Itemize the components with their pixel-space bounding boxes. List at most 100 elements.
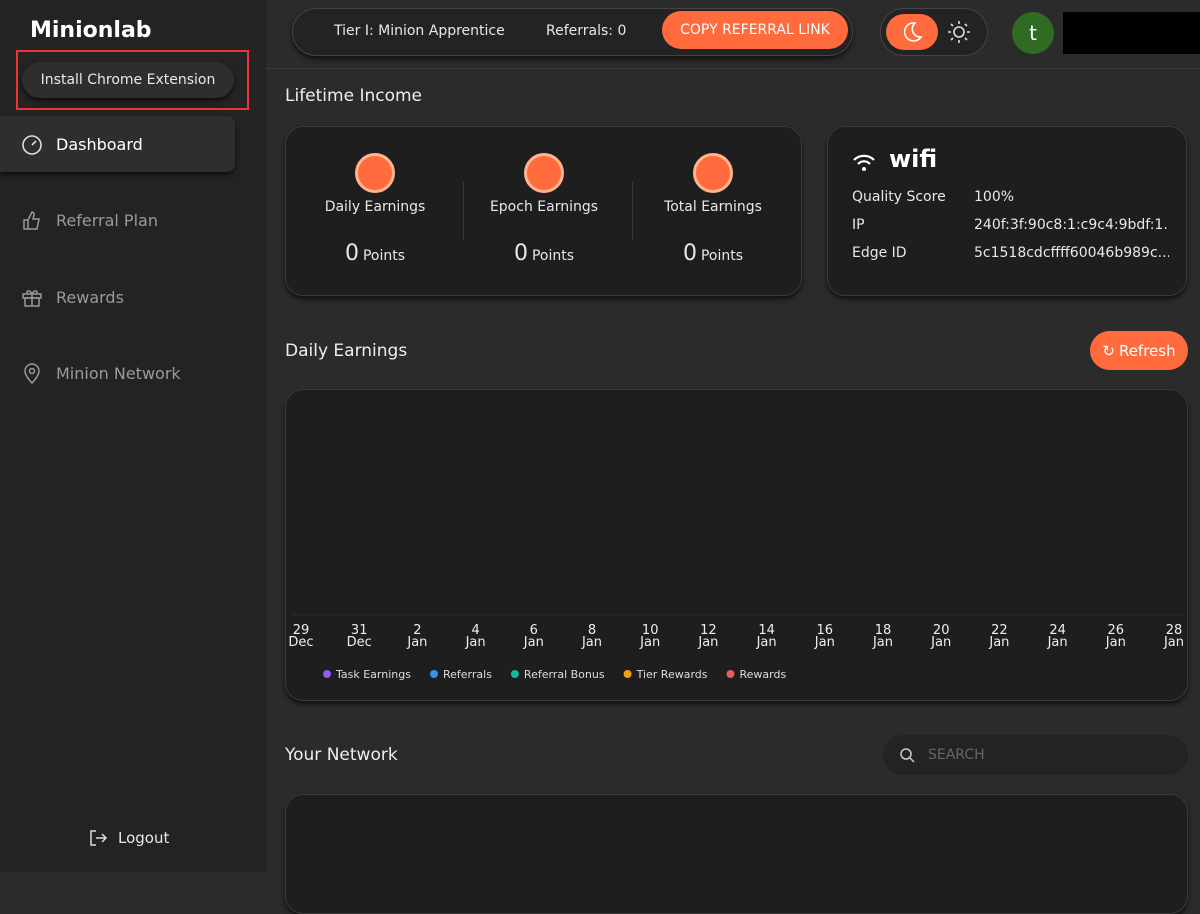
legend-label: Referral Bonus: [524, 668, 605, 681]
device-key: Edge ID: [852, 245, 907, 261]
nav-icon: [22, 135, 42, 155]
stat-icon: [355, 153, 395, 193]
x-tick-day: 16: [817, 623, 834, 638]
logout[interactable]: Logout: [88, 828, 169, 848]
stat-value-row: 0 Points: [290, 241, 460, 266]
x-tick-day: 4: [471, 623, 479, 638]
stat-value: 0: [344, 241, 359, 266]
stat: Total Earnings 0 Points: [628, 153, 798, 266]
x-tick-day: 29: [293, 623, 310, 638]
theme-toggle[interactable]: [880, 8, 988, 56]
referrals: Referrals: 0: [546, 23, 627, 39]
section-title: Daily Earnings: [285, 341, 408, 361]
nav-label: Rewards: [56, 287, 124, 307]
x-tick-month: Jan: [697, 635, 718, 650]
legend-dot: [323, 670, 331, 678]
avatar[interactable]: t: [1012, 12, 1054, 54]
x-tick-day: 26: [1108, 623, 1125, 638]
x-tick-day: 14: [758, 623, 775, 638]
x-tick-month: Jan: [756, 635, 777, 650]
nav-label: Dashboard: [56, 134, 143, 154]
x-tick-month: Jan: [988, 635, 1009, 650]
device-name: wifi: [889, 145, 938, 173]
x-tick-day: 6: [530, 623, 538, 638]
refresh-button[interactable]: ↻ Refresh: [1090, 331, 1188, 370]
stat-value: 0: [513, 241, 528, 266]
stat-label: Daily Earnings: [324, 199, 426, 215]
chart-card: 29 Dec 31 Dec 2 Jan 4 Jan 6 Jan 8 Jan 10 Jan 12 Jan 14 Ja…: [285, 389, 1188, 701]
nav-item[interactable]: Dashboard: [0, 116, 235, 172]
x-tick-day: 20: [933, 623, 950, 638]
theme-icons: [886, 14, 970, 50]
x-tick-month: Dec: [288, 635, 313, 650]
device-card: wifi Quality Score 100% IP 240f:3f:90c8:1:c…: [827, 126, 1187, 296]
stat-icon: [693, 153, 733, 193]
x-tick-month: Jan: [465, 635, 486, 650]
stat-value-row: 0 Points: [459, 241, 629, 266]
legend-dot: [510, 670, 519, 678]
x-tick-month: Jan: [872, 635, 893, 650]
nav-icon: [22, 290, 42, 307]
chart: 29Dec31Dec2Jan4Jan6Jan8Jan10Jan12Jan14Ja…: [288, 614, 1184, 681]
x-tick-day: 12: [700, 623, 717, 638]
stat: Epoch Earnings 0 Points: [459, 153, 629, 266]
search-icon: [900, 748, 915, 763]
stat-unit: Points: [531, 248, 575, 264]
nav-item[interactable]: Minion Network: [0, 346, 235, 402]
tier: Tier I: Minion Apprentice: [334, 23, 505, 39]
legend-dot: [429, 670, 438, 678]
nav-label: Referral Plan: [56, 211, 158, 230]
x-tick-month: Jan: [1105, 635, 1126, 650]
logo: Minionlab: [30, 18, 152, 43]
nav-item[interactable]: Rewards: [0, 269, 235, 325]
stat-divider: [632, 182, 633, 240]
device-key: Quality Score: [852, 189, 946, 205]
x-tick-day: 10: [642, 623, 659, 638]
income-card: Daily Earnings 0 Points Epoch Earnings 0 Poin…: [285, 126, 802, 296]
x-tick-month: Jan: [639, 635, 660, 650]
x-tick-day: 28: [1166, 623, 1183, 638]
install-button[interactable]: Install Chrome Extension: [22, 62, 234, 98]
stat-value: 0: [682, 241, 697, 266]
legend-label: Rewards: [740, 668, 787, 681]
stat-label: Epoch Earnings: [489, 199, 599, 215]
stat-unit: Points: [700, 248, 744, 264]
stat-unit: Points: [362, 248, 406, 264]
x-tick-day: 2: [413, 623, 421, 638]
section-title: Lifetime Income: [285, 86, 423, 106]
device-value: 240f:3f:90c8:1:c9c4:9bdf:1...: [974, 217, 1169, 233]
search-box[interactable]: SEARCH: [883, 735, 1188, 775]
nav-item[interactable]: Referral Plan: [0, 193, 235, 249]
x-tick-month: Jan: [814, 635, 835, 650]
stat: Daily Earnings 0 Points: [290, 153, 460, 266]
x-tick-month: Dec: [347, 635, 372, 650]
x-tick-month: Jan: [523, 635, 544, 650]
device-key: IP: [852, 217, 865, 233]
x-tick-day: 18: [875, 623, 892, 638]
stat-divider: [463, 182, 464, 240]
page: Minionlab Install Chrome Extension Dashb…: [0, 8, 1200, 914]
nav-icon: [24, 362, 40, 384]
legend-label: Referrals: [443, 668, 492, 681]
redacted-block: [1063, 12, 1200, 54]
search-placeholder: SEARCH: [928, 747, 985, 763]
x-tick-month: Jan: [406, 635, 427, 650]
x-tick-day: 31: [351, 623, 368, 638]
stat-value-row: 0 Points: [628, 241, 798, 266]
legend-label: Tier Rewards: [636, 668, 708, 681]
refresh-label: Refresh: [1118, 341, 1176, 360]
stat-icon: [524, 153, 564, 193]
legend-dot: [623, 670, 632, 678]
network-card: [285, 794, 1188, 914]
copy-referral-button[interactable]: COPY REFERRAL LINK: [662, 11, 848, 49]
x-tick-month: Jan: [581, 635, 602, 650]
x-tick-month: Jan: [1047, 635, 1068, 650]
x-tick-day: 24: [1049, 623, 1066, 638]
logout-icon: [90, 830, 108, 846]
device-value: 5c1518cdcffff60046b989c...: [974, 245, 1169, 261]
legend-dot: [726, 670, 735, 678]
legend-label: Task Earnings: [335, 668, 411, 681]
wifi-icon: [853, 154, 875, 171]
logout-label: Logout: [118, 829, 170, 847]
device-value: 100%: [974, 189, 1015, 205]
